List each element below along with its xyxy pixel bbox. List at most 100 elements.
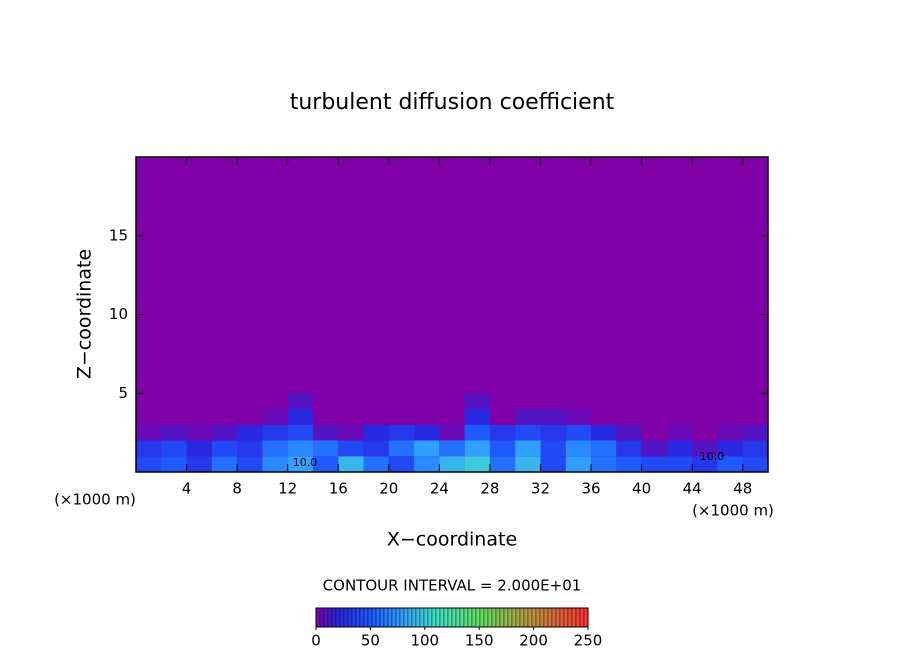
field-cell	[388, 393, 415, 409]
colorbar-segment	[519, 607, 525, 628]
field-cell	[414, 424, 440, 441]
colorbar-segment	[539, 607, 545, 628]
field-cell	[136, 440, 162, 457]
x-tick-label: 4	[182, 480, 192, 498]
contour-interval: CONTOUR INTERVAL = 2.000E+01	[323, 577, 582, 595]
colorbar-frame	[315, 607, 589, 628]
field-cell	[439, 424, 465, 441]
field-cell	[692, 456, 718, 472]
field-cell	[464, 409, 490, 425]
field-cell	[439, 456, 465, 472]
field-cell	[414, 440, 440, 457]
colorbar-segment	[507, 607, 513, 628]
colorbar-segment	[367, 607, 373, 628]
colorbar-segment	[555, 607, 561, 628]
field-cell	[363, 456, 389, 472]
field-cell	[717, 409, 743, 425]
colorbar-segment	[475, 607, 481, 628]
contour-label: 10.0	[700, 450, 725, 463]
field-cell	[388, 424, 415, 441]
field-cell	[540, 424, 566, 441]
field-cell	[641, 409, 667, 425]
colorbar-tick-label: 200	[519, 632, 548, 650]
field-cell	[338, 440, 364, 457]
colorbar-segment	[387, 607, 393, 628]
field-cell	[312, 424, 339, 441]
field-cell	[161, 456, 187, 472]
colorbar-segment	[459, 607, 465, 628]
field-cell	[287, 393, 313, 409]
colorbar-segment	[495, 607, 501, 628]
colorbar-segment	[443, 607, 449, 628]
colorbar-segment	[535, 607, 541, 628]
colorbar-segment	[471, 607, 477, 628]
x-tick-label: 16	[329, 480, 348, 498]
colorbar-segment	[431, 607, 437, 628]
y-tick-label: 10	[109, 305, 128, 323]
field-cell	[186, 409, 212, 425]
y-tick-label: 15	[109, 226, 128, 244]
colorbar-segment	[423, 607, 429, 628]
field-cell	[591, 424, 617, 441]
x-tick-label: 28	[480, 480, 499, 498]
field-cell	[565, 440, 592, 457]
x-tick-label: 24	[430, 480, 449, 498]
field-cell	[515, 440, 541, 457]
chart-title: turbulent diffusion coefficient	[290, 90, 615, 115]
x-tick-label: 36	[581, 480, 600, 498]
field-cell	[565, 456, 592, 472]
field-cell	[287, 409, 313, 425]
field-cell	[515, 393, 541, 409]
field-cell	[742, 456, 768, 472]
field-cell	[237, 424, 263, 441]
field-cell	[338, 393, 364, 409]
y-axis-label: Z−coordinate	[74, 249, 96, 379]
colorbar-segment	[435, 607, 441, 628]
colorbar-segment	[419, 607, 425, 628]
colorbar-segment	[523, 607, 529, 628]
colorbar-segment	[403, 607, 409, 628]
colorbar-segment	[575, 607, 581, 628]
field-cell	[540, 456, 566, 472]
field-cell	[161, 440, 187, 457]
colorbar-segment	[563, 607, 569, 628]
field-cell	[388, 440, 415, 457]
field-cell	[641, 440, 667, 457]
x-tick-label: 44	[683, 480, 702, 498]
colorbar-segment	[407, 607, 413, 628]
colorbar-segment	[551, 607, 557, 628]
colorbar-segment	[379, 607, 385, 628]
colorbar-segment	[527, 607, 533, 628]
field-cell	[312, 440, 339, 457]
colorbar-segment	[455, 607, 461, 628]
colorbar-segment	[467, 607, 473, 628]
field-cell	[186, 393, 212, 409]
field-cell	[742, 393, 768, 409]
field-cell	[591, 456, 617, 472]
x-axis-label: X−coordinate	[387, 529, 517, 551]
field-cell	[641, 393, 667, 409]
field-cell	[439, 440, 465, 457]
field-cell	[692, 409, 718, 425]
field-cell	[262, 409, 288, 425]
field-cell	[616, 409, 642, 425]
field-cell	[439, 409, 465, 425]
contour-label: 10.0	[293, 456, 318, 469]
colorbar-segment	[399, 607, 405, 628]
field-cell	[237, 440, 263, 457]
field-cell	[338, 424, 364, 441]
field-cell	[666, 456, 693, 472]
field-cell	[136, 424, 162, 441]
field-cell	[136, 409, 162, 425]
colorbar-segment	[451, 607, 457, 628]
colorbar-segment	[531, 607, 537, 628]
colorbar-segment	[355, 607, 361, 628]
field-cell	[666, 440, 693, 457]
colorbar-segment	[415, 607, 421, 628]
field-cell	[591, 440, 617, 457]
colorbar-segment	[571, 607, 577, 628]
field-cell	[616, 456, 642, 472]
colorbar-segment	[343, 607, 349, 628]
field-cell	[515, 456, 541, 472]
